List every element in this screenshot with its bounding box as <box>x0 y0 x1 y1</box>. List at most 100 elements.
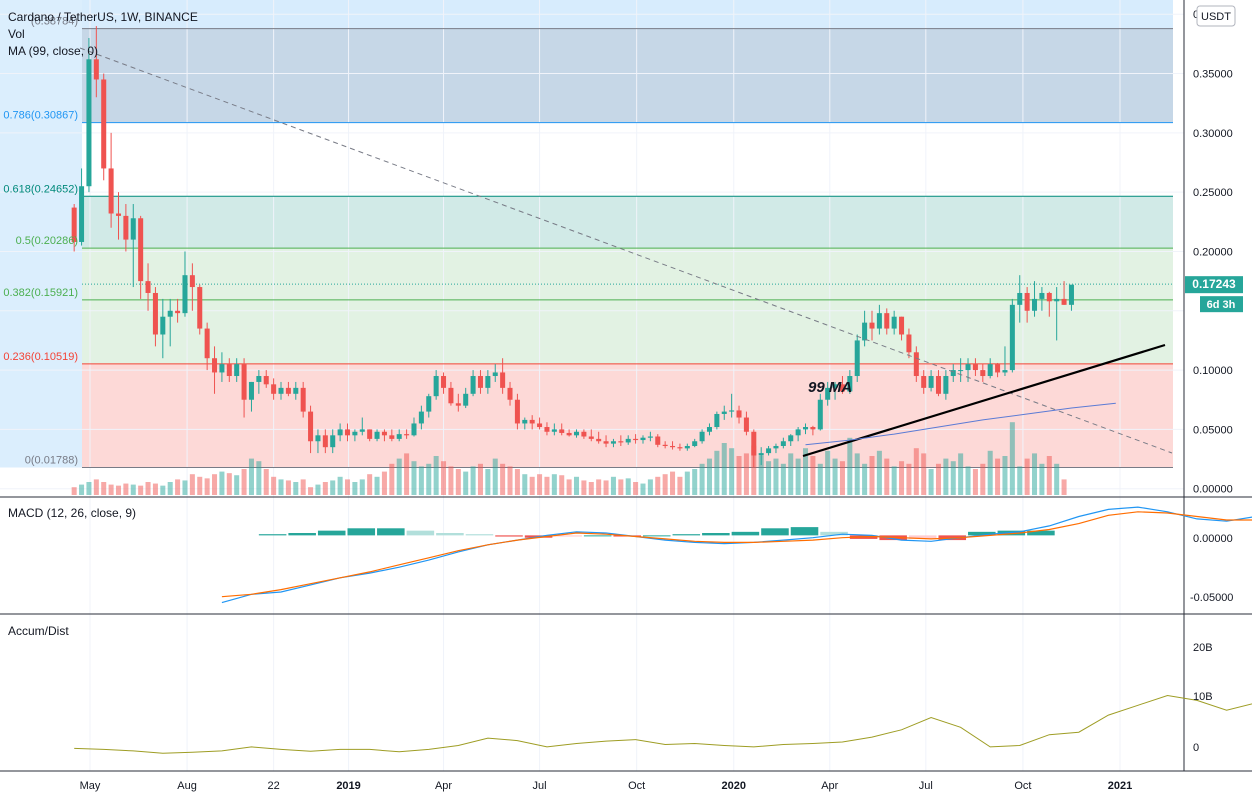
volume-bar <box>145 482 151 495</box>
candle-body <box>817 399 823 430</box>
candle-body <box>256 376 262 382</box>
candle-body <box>581 431 587 437</box>
volume-bar <box>256 461 262 495</box>
currency-button-label: USDT <box>1201 11 1231 23</box>
candle-body <box>367 429 373 439</box>
volume-bar <box>980 463 986 495</box>
volume-bar <box>441 461 447 495</box>
candle <box>869 310 875 341</box>
fib-label-6: 0(0.01788) <box>25 454 78 466</box>
candle <box>596 431 602 444</box>
candle <box>751 429 757 468</box>
volume-bar <box>529 476 535 495</box>
volume-bar <box>566 479 572 495</box>
volume-bar <box>721 443 727 495</box>
candle-body <box>175 310 181 314</box>
volume-bar <box>899 461 905 495</box>
symbol-title[interactable]: Cardano / TetherUS, 1W, BINANCE <box>8 10 198 24</box>
volume-bar <box>93 479 99 495</box>
candle-body <box>197 287 203 329</box>
candle <box>160 298 166 359</box>
candle-body <box>344 429 351 436</box>
volume-bar <box>610 476 616 495</box>
candle-body <box>950 370 956 377</box>
candle <box>285 381 291 397</box>
chart-overlays: 99 MA <box>79 47 1173 458</box>
macd-hist-bar <box>820 531 848 536</box>
candle-body <box>876 313 882 329</box>
volume-bar <box>278 479 284 495</box>
candle-body <box>854 340 860 377</box>
candle <box>581 429 587 439</box>
candle-body <box>670 445 676 448</box>
volume-bar <box>352 482 358 495</box>
accum-dist-title[interactable]: Accum/Dist <box>8 624 69 638</box>
volume-bar <box>293 482 299 495</box>
time-label-0: May <box>80 780 101 792</box>
support-trendline[interactable] <box>802 343 1166 458</box>
volume-bar <box>79 484 85 495</box>
candle-body <box>825 387 831 400</box>
countdown-value: 6d 3h <box>1207 299 1236 311</box>
candle-body <box>359 429 365 432</box>
candle <box>256 370 262 394</box>
volume-bar <box>374 476 380 495</box>
volume-bar <box>603 480 609 495</box>
candle-body <box>411 423 417 436</box>
volume-bar <box>773 458 779 495</box>
candle-body <box>832 384 838 388</box>
candle <box>514 393 520 430</box>
candle-body <box>921 376 927 388</box>
volume-bar <box>987 450 993 495</box>
candle-body <box>603 441 609 444</box>
candle <box>618 435 624 446</box>
candle <box>972 358 978 377</box>
volume-legend[interactable]: Vol <box>8 27 25 41</box>
volume-bar <box>330 480 336 495</box>
candle <box>1017 275 1023 323</box>
candle-body <box>839 384 845 392</box>
macd-hist-bar <box>465 534 494 536</box>
candle-body <box>71 207 77 242</box>
candle-body <box>300 387 306 412</box>
macd-hist-bar <box>583 535 612 537</box>
macd-hist-bar <box>642 535 671 537</box>
ma-legend[interactable]: MA (99, close, 0) <box>8 44 98 58</box>
candle-body <box>684 445 690 449</box>
candle <box>891 310 897 335</box>
candle <box>248 381 254 412</box>
volume-bar <box>86 482 92 495</box>
candle <box>123 204 129 252</box>
candle-body <box>426 396 432 412</box>
volume-bar <box>455 469 461 495</box>
candle <box>655 434 661 448</box>
macd-tick-1: -0.05000 <box>1190 592 1233 604</box>
candle-body <box>943 376 949 394</box>
volume-bar <box>995 458 1001 495</box>
time-axis[interactable]: May Aug 22 2019 Apr Jul Oct 2020 Apr Jul Oct 2021 <box>80 780 1133 792</box>
candle-body <box>470 376 476 394</box>
macd-title[interactable]: MACD (12, 26, close, 9) <box>8 506 136 520</box>
volume-bar <box>958 453 964 495</box>
candle-body <box>330 435 336 448</box>
volume-bar <box>876 450 882 495</box>
currency-button[interactable]: USDT <box>1196 5 1236 27</box>
candle <box>714 411 720 430</box>
candle <box>766 445 772 456</box>
candle <box>913 346 919 382</box>
macd-hist-bar <box>377 528 405 536</box>
candle <box>189 263 195 311</box>
candle-body <box>780 441 786 446</box>
candle-body <box>448 387 454 404</box>
candle <box>1009 298 1015 373</box>
macd-hist-bar <box>495 535 523 537</box>
volume-bar <box>492 458 498 495</box>
candle-body <box>544 427 550 432</box>
candle <box>322 429 328 454</box>
candle <box>551 423 557 436</box>
volume-bar <box>1017 466 1023 495</box>
candle <box>381 429 387 442</box>
candle-body <box>322 435 328 448</box>
volume-bar <box>470 466 476 495</box>
candle <box>1054 287 1060 341</box>
